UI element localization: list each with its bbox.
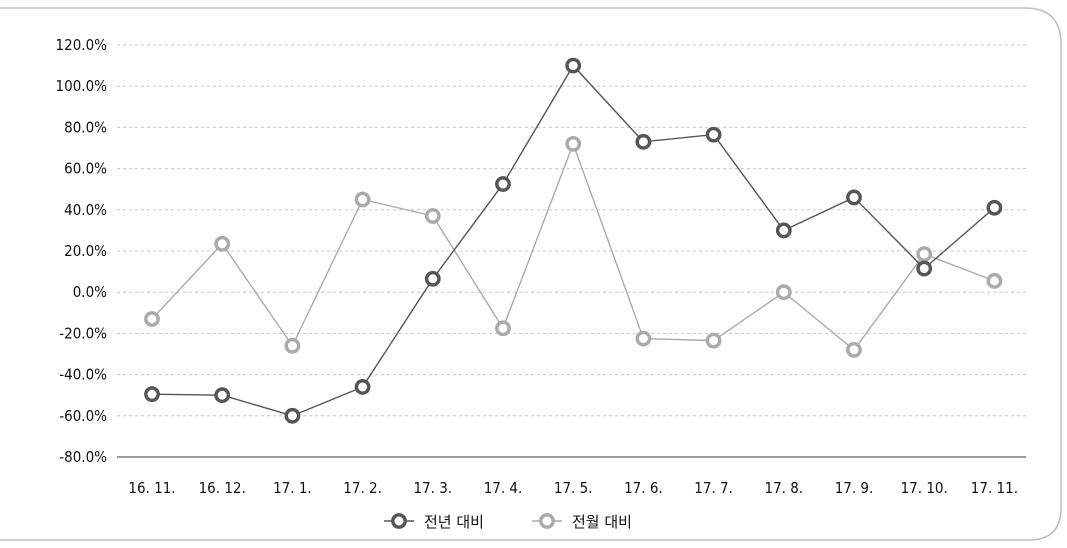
x-tick-label: 16. 12. xyxy=(199,479,246,497)
x-tick-label: 17. 5. xyxy=(554,479,593,497)
data-point xyxy=(775,222,792,239)
data-point xyxy=(846,189,862,206)
series-line xyxy=(151,141,995,351)
y-axis-labels: 120.0% 100.0% 80.0% 60.0% 40.0% 20.0% 0.0% -20.… xyxy=(56,36,108,466)
data-point xyxy=(284,407,301,424)
y-tick-label: 20.0% xyxy=(64,242,107,260)
data-point xyxy=(565,135,582,152)
x-tick-label: 17. 1. xyxy=(273,479,312,497)
data-point xyxy=(354,191,371,208)
series-line xyxy=(151,64,995,417)
x-axis-labels: 16. 11. 16. 12. 17. 1. 17. 2. 17. 3. 17. 4. 17… xyxy=(128,479,1018,497)
series-1 xyxy=(144,57,1003,424)
data-point xyxy=(424,208,441,224)
legend-marker xyxy=(539,513,555,529)
data-point xyxy=(705,126,722,143)
data-point xyxy=(144,386,160,403)
data-point xyxy=(495,320,511,337)
y-tick-label: -60.0% xyxy=(59,407,107,425)
data-point xyxy=(354,379,371,395)
legend-marker xyxy=(391,513,407,529)
x-tick-label: 17. 2. xyxy=(343,479,382,497)
x-tick-label: 17. 11. xyxy=(971,479,1018,497)
data-point xyxy=(986,199,1003,216)
data-point xyxy=(986,272,1003,289)
x-tick-label: 17. 10. xyxy=(901,479,948,497)
data-point xyxy=(846,341,862,358)
legend-item: 전년 대비 xyxy=(384,513,484,531)
data-point xyxy=(424,270,441,287)
data-point xyxy=(916,260,933,277)
x-tick-label: 16. 11. xyxy=(128,479,175,497)
legend-label: 전년 대비 xyxy=(424,513,484,531)
data-point xyxy=(635,330,652,347)
y-tick-label: 40.0% xyxy=(64,201,107,219)
data-point xyxy=(565,57,582,74)
y-tick-label: 120.0% xyxy=(56,36,108,54)
y-tick-label: 0.0% xyxy=(73,283,107,301)
y-tick-label: -20.0% xyxy=(59,324,107,342)
x-tick-label: 17. 3. xyxy=(413,479,452,497)
y-tick-label: 60.0% xyxy=(64,160,107,178)
y-tick-label: 100.0% xyxy=(56,77,108,95)
y-tick-label: -40.0% xyxy=(59,366,107,384)
data-point xyxy=(144,311,160,327)
data-point xyxy=(214,387,231,404)
data-point xyxy=(635,133,652,150)
x-tick-label: 17. 4. xyxy=(484,479,523,497)
x-tick-label: 17. 9. xyxy=(835,479,874,497)
data-point xyxy=(705,332,722,349)
data-point xyxy=(495,176,511,192)
data-point xyxy=(284,337,301,354)
data-point xyxy=(775,284,792,301)
x-tick-label: 17. 8. xyxy=(764,479,803,497)
gridlines xyxy=(117,44,1026,417)
series-2 xyxy=(144,135,1003,358)
x-tick-label: 17. 6. xyxy=(624,479,663,497)
x-tick-label: 17. 7. xyxy=(694,479,733,497)
legend-item: 전월 대비 xyxy=(532,513,632,531)
y-tick-label: -80.0% xyxy=(59,448,107,466)
legend-label: 전월 대비 xyxy=(572,513,632,531)
data-point xyxy=(916,246,933,262)
legend: 전년 대비 전월 대비 xyxy=(384,513,632,531)
y-tick-label: 80.0% xyxy=(64,118,107,136)
data-point xyxy=(214,235,231,252)
